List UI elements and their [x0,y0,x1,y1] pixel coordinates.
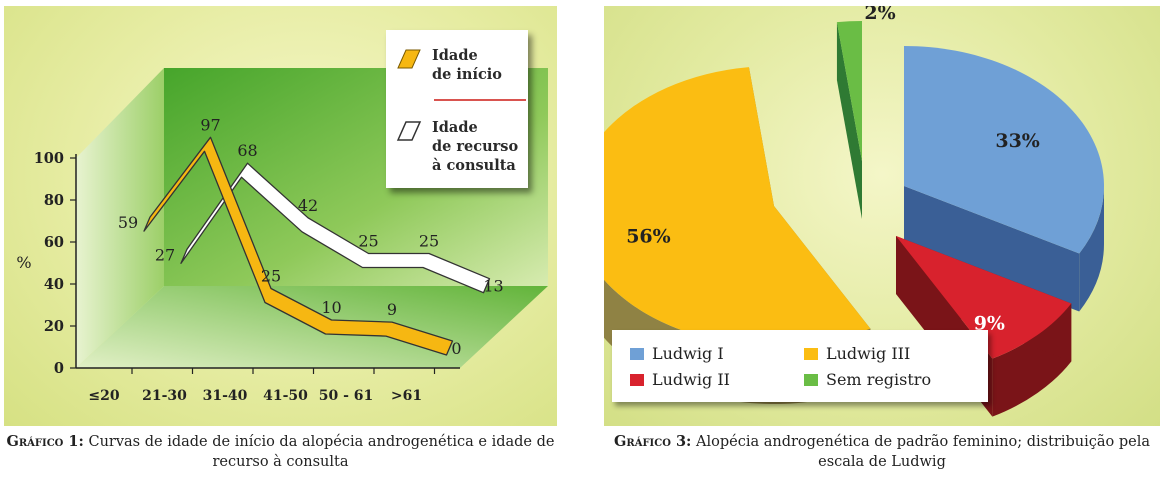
pie-slice [836,21,862,219]
pie-legend-swatch [804,374,818,386]
series-ribbon [143,136,454,356]
point-label: 97 [200,115,220,134]
pie-slice-label: 56% [626,226,671,248]
point-label: 59 [118,213,138,232]
y-tick-label: 100 [34,150,64,167]
x-tick-label: 31-40 [203,388,248,404]
y-tick-label: 40 [44,276,64,293]
pie-legend-swatch [804,348,818,360]
pie-slice-face [904,186,1080,312]
x-tick-label: 50 - 61 [319,388,374,404]
x-tick-label: 41-50 [263,388,308,404]
chart3-caption: Gráfico 3: Alopécia androgenética de pad… [604,432,1160,472]
pie-slice-label: 2% [864,6,895,24]
point-label: 25 [419,232,439,251]
chart3-caption-text: Alopécia androgenética de padrão feminin… [696,434,1150,470]
y-tick-label: 20 [44,318,64,335]
pie-slice-top [836,21,862,161]
legend-label-line: de recurso [432,138,519,155]
x-tick-label: 21-30 [142,388,187,404]
point-label: 0 [451,339,461,358]
pie-legend: Ludwig I Ludwig II Ludwig III Sem regist… [612,330,988,402]
point-label: 27 [155,245,175,264]
pie-slice-top [904,46,1104,254]
y-tick-label: 0 [54,360,64,377]
legend-swatch-white-icon [396,121,422,141]
pie-legend-swatch [630,348,644,360]
legend-swatch-orange-icon [397,49,421,69]
chart1-caption-label: Gráfico 1: [6,433,84,450]
pie-legend-label: Ludwig I [652,344,724,363]
point-label: 13 [483,277,503,296]
x-tick-label: >61 [391,388,422,404]
pie-slice-face [836,22,862,219]
chart1-caption-text: Curvas de idade de início da alopécia an… [88,434,555,470]
pie-slice [904,46,1104,312]
pie-slice-top [896,236,1072,359]
point-label: 68 [237,141,257,160]
pie-legend-label: Sem registro [826,370,932,389]
point-label: 42 [298,196,318,215]
pie-legend-swatch [630,374,644,386]
pie-slice-side [1079,186,1104,312]
y-tick-label: 80 [44,192,64,209]
legend-label-line: Idade [432,47,478,64]
chart3-caption-label: Gráfico 3: [614,433,692,450]
chart-side-wall [76,68,164,368]
legend-label-line: de início [432,66,502,83]
chart1-caption: Gráfico 1: Curvas de idade de início da … [4,432,557,472]
pie-slice-top [604,67,871,346]
legend-divider [434,99,526,101]
series-ribbon [180,162,491,294]
line-chart-panel: 0 20 40 60 80 100% ≤20 21-30 31-40 41-50 50 - 61 >6… [4,6,557,426]
point-label: 9 [387,300,397,319]
pie-legend-label: Ludwig III [826,344,911,363]
line-chart-legend: Idade de início Idade de recurso à consu… [386,30,528,188]
y-axis-title: % [16,253,31,272]
pie-slice-label: 9% [974,312,1005,334]
pie-legend-label: Ludwig II [652,370,730,389]
x-tick-label: ≤20 [88,388,119,404]
legend-label-line: à consulta [432,157,516,174]
point-label: 25 [261,267,281,286]
point-label: 25 [358,232,378,251]
pie-slice-label: 33% [995,130,1040,152]
legend-label-line: Idade [432,119,478,136]
y-tick-label: 60 [44,234,64,251]
point-label: 10 [321,298,341,317]
